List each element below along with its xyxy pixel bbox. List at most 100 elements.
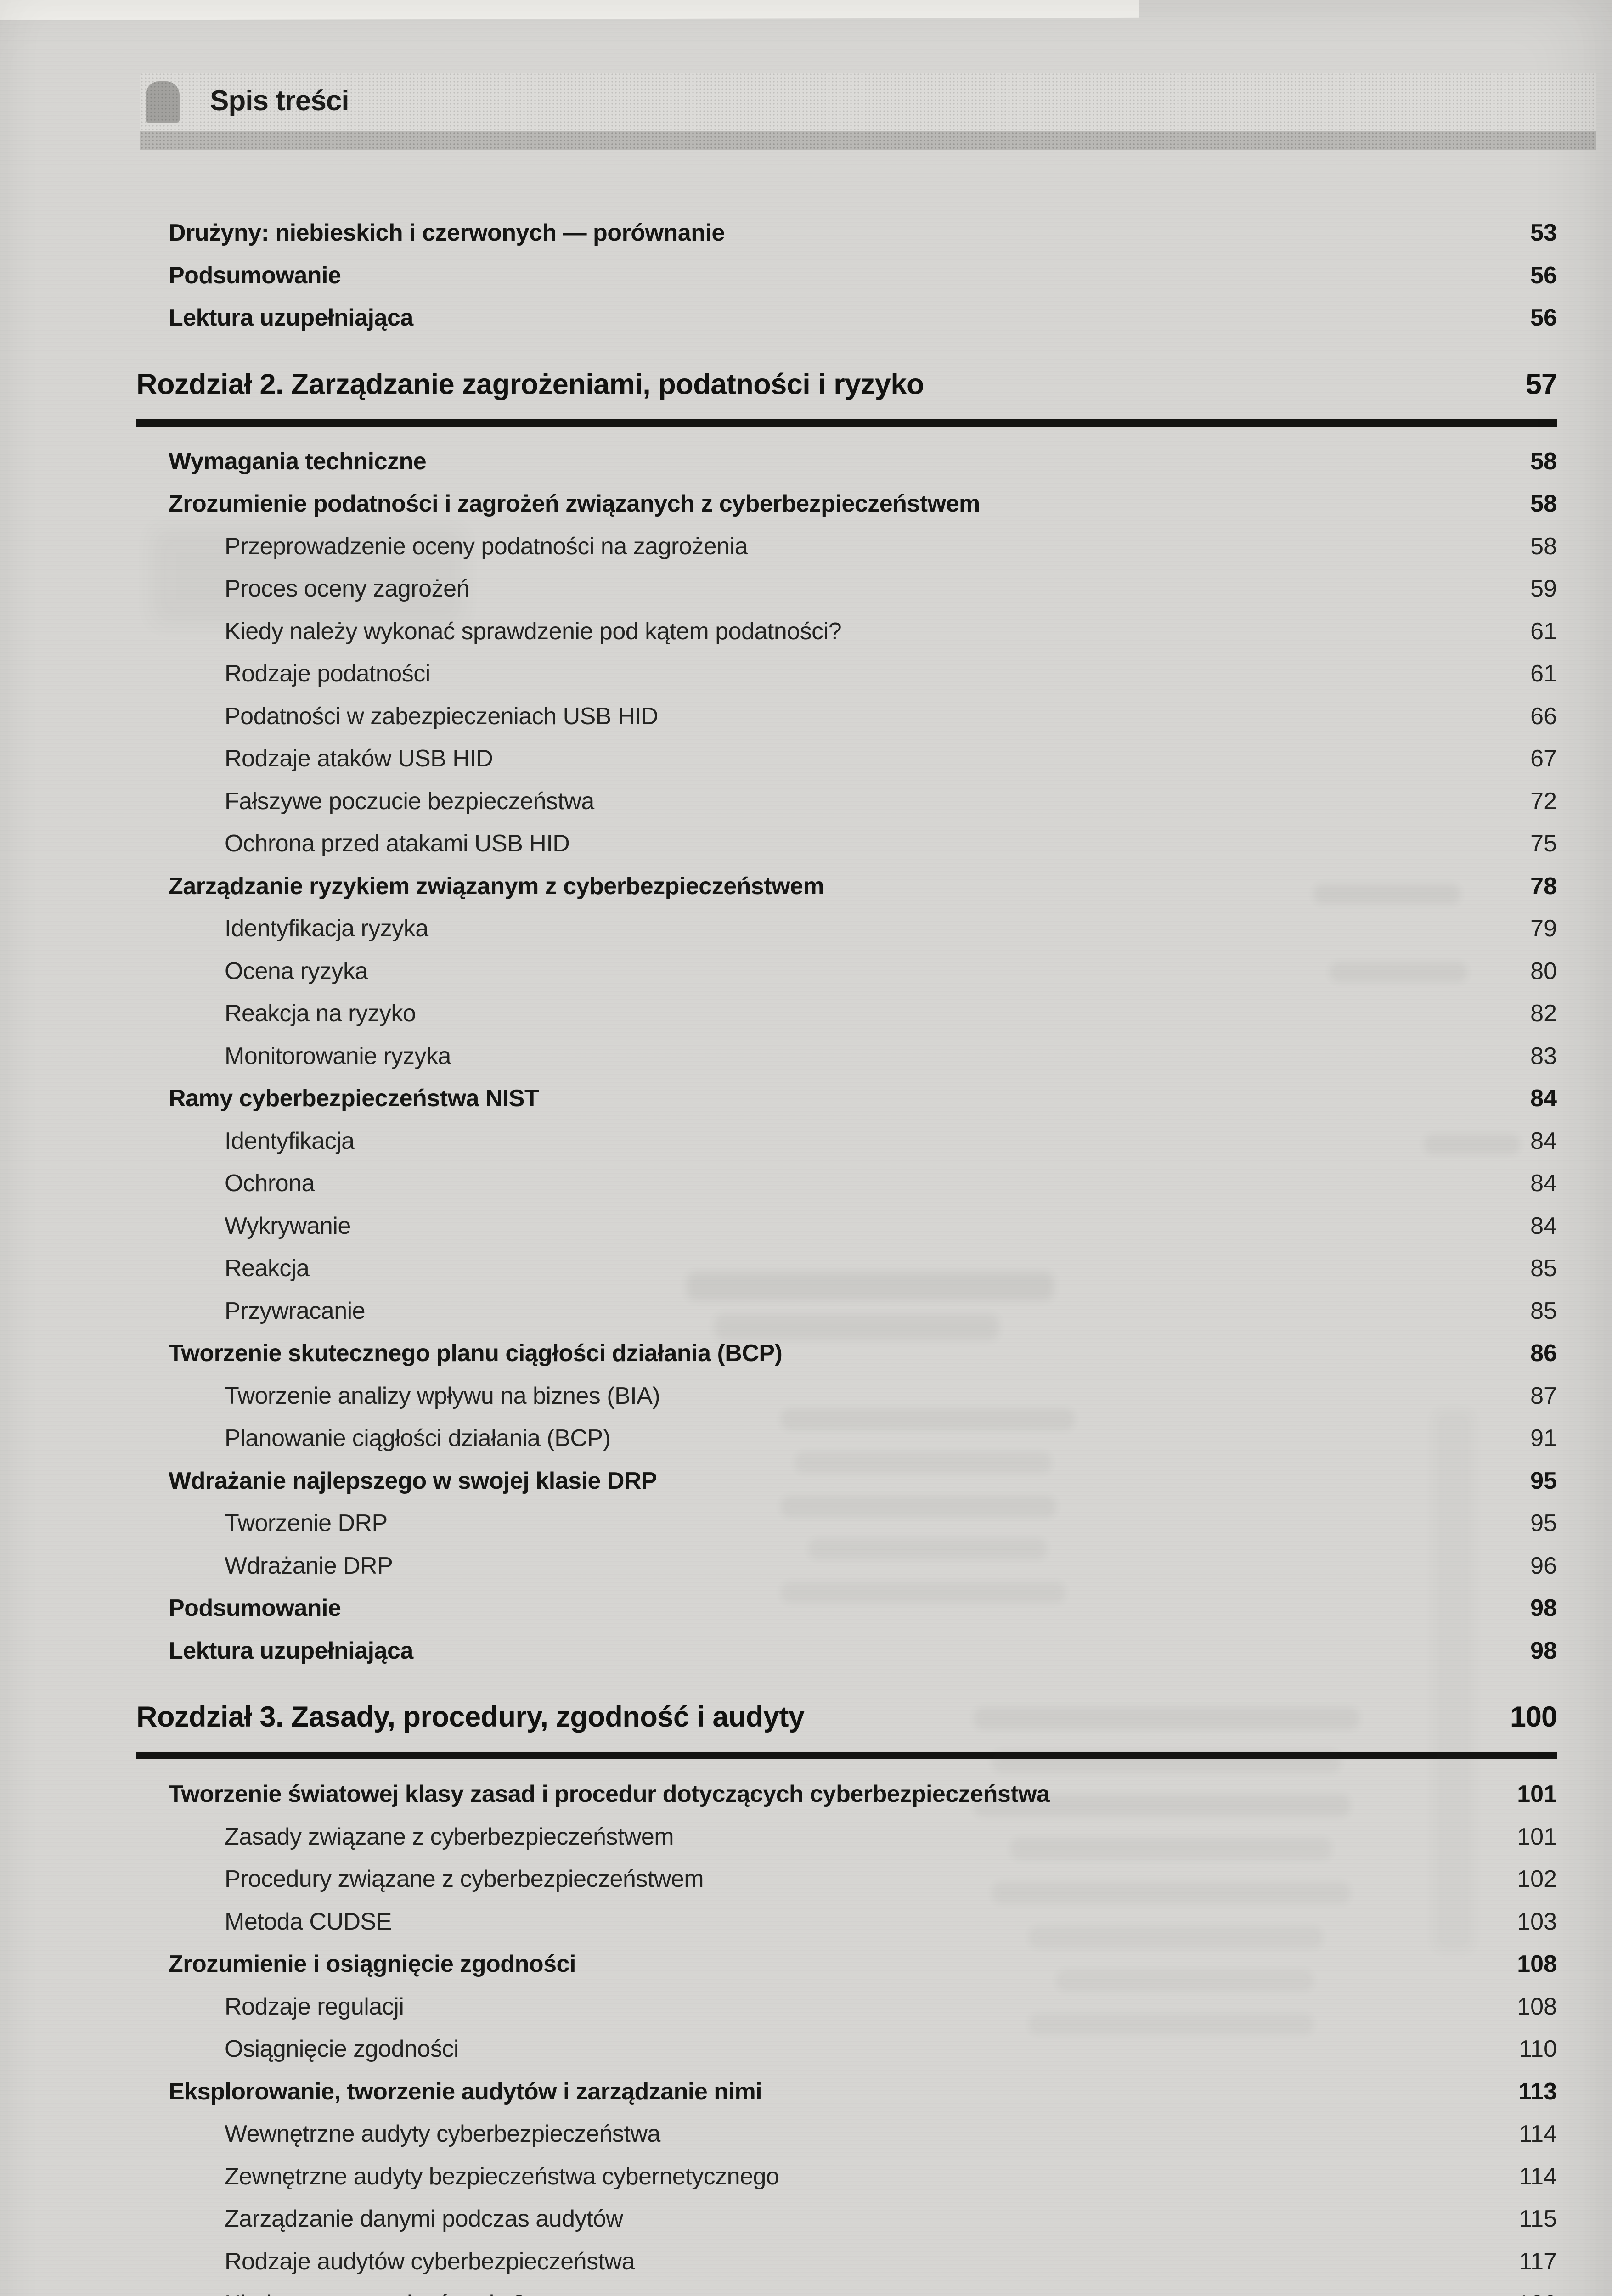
toc-entry-row: Wdrażanie DRP 96: [136, 1545, 1557, 1587]
scan-edge-artifact: [0, 0, 1139, 20]
toc-entry-page: 101: [1517, 1781, 1557, 1808]
toc-entry-row: Identyfikacja 84: [136, 1120, 1557, 1163]
toc-entry-page: 86: [1530, 1340, 1557, 1367]
toc-entry-page: 98: [1530, 1595, 1557, 1622]
toc-entry-row: Rodzaje podatności 61: [136, 653, 1557, 695]
toc-entry-row: Kiedy należy wykonać sprawdzenie pod kąt…: [136, 610, 1557, 653]
toc-entry-title: Wewnętrzne audyty cyberbezpieczeństwa: [225, 2121, 660, 2148]
toc-entry-row: Zarządzanie ryzykiem związanym z cyberbe…: [136, 865, 1557, 908]
toc-entry-title: Rodzaje regulacji: [225, 1993, 404, 2020]
toc-entry-title: Eksplorowanie, tworzenie audytów i zarzą…: [169, 2078, 762, 2105]
toc-entry-row: Reakcja 85: [136, 1247, 1557, 1290]
toc-list: Drużyny: niebieskich i czerwonych — poró…: [136, 212, 1557, 2296]
toc-entry-page: 85: [1530, 1255, 1557, 1282]
toc-entry-page: 58: [1530, 533, 1557, 560]
toc-entry-title: Rodzaje audytów cyberbezpieczeństwa: [225, 2248, 635, 2275]
toc-entry-page: 117: [1519, 2248, 1557, 2275]
toc-entry-row: Przywracanie 85: [136, 1290, 1557, 1333]
toc-entry-page: 114: [1519, 2121, 1557, 2148]
toc-entry-page: 84: [1530, 1170, 1557, 1197]
toc-entry-page: 84: [1530, 1085, 1557, 1112]
toc-entry-row: Zrozumienie podatności i zagrożeń związa…: [136, 483, 1557, 525]
toc-entry-title: Kiedy przeprowadzać audyt?: [136, 2290, 525, 2296]
toc-entry-page: 91: [1530, 1425, 1557, 1452]
toc-entry-title: Planowanie ciągłości działania (BCP): [225, 1425, 611, 1452]
toc-entry-row: Zrozumienie i osiągnięcie zgodności 108: [136, 1943, 1557, 1986]
toc-entry-row: Ochrona przed atakami USB HID 75: [136, 822, 1557, 865]
toc-entry-title: Zrozumienie podatności i zagrożeń związa…: [169, 490, 980, 518]
toc-entry-row: Fałszywe poczucie bezpieczeństwa 72: [136, 780, 1557, 823]
toc-entry-row: Zarządzanie danymi podczas audytów 115: [136, 2198, 1557, 2240]
toc-entry-row: Kiedy przeprowadzać audyt? 120: [136, 2283, 1557, 2296]
toc-entry-title: Tworzenie DRP: [225, 1510, 388, 1537]
toc-entry-page: 87: [1530, 1382, 1557, 1409]
toc-entry-row: Rodzaje ataków USB HID 67: [136, 737, 1557, 780]
toc-entry-title: Zarządzanie danymi podczas audytów: [225, 2206, 623, 2233]
toc-entry-page: 58: [1530, 490, 1557, 518]
toc-chapter-row: Rozdział 3. Zasady, procedury, zgodność …: [136, 1689, 1557, 1745]
toc-entry-row: Przeprowadzenie oceny podatności na zagr…: [136, 525, 1557, 568]
toc-entry-title: Wdrażanie DRP: [225, 1552, 393, 1579]
toc-entry-row: Tworzenie skutecznego planu ciągłości dz…: [136, 1332, 1557, 1375]
toc-entry-title: Zarządzanie ryzykiem związanym z cyberbe…: [169, 872, 824, 900]
toc-entry-row: Podsumowanie 56: [136, 254, 1557, 297]
toc-entry-page: 95: [1530, 1510, 1557, 1537]
chapter-rule: [136, 1752, 1557, 1759]
toc-entry-row: Planowanie ciągłości działania (BCP) 91: [136, 1417, 1557, 1460]
toc-entry-page: 56: [1530, 262, 1557, 289]
toc-entry-page: 96: [1530, 1552, 1557, 1579]
toc-entry-title: Drużyny: niebieskich i czerwonych — poró…: [169, 219, 725, 247]
header-bar: Spis treści: [140, 73, 1596, 131]
toc-entry-page: 61: [1530, 660, 1557, 687]
toc-entry-title: Identyfikacja: [225, 1127, 355, 1154]
toc-entry-page: 57: [1525, 368, 1557, 400]
toc-entry-title: Ocena ryzyka: [225, 957, 368, 985]
toc-entry-row: Tworzenie światowej klasy zasad i proced…: [136, 1773, 1557, 1816]
toc-entry-page: 115: [1519, 2206, 1557, 2233]
toc-entry-title: Lektura uzupełniająca: [169, 1637, 413, 1664]
toc-entry-page: 56: [1530, 304, 1557, 332]
toc-entry-title: Rodzaje ataków USB HID: [225, 745, 493, 772]
toc-entry-title: Zewnętrzne audyty bezpieczeństwa cyberne…: [225, 2163, 779, 2190]
page-title: Spis treści: [210, 84, 349, 117]
toc-entry-row: Monitorowanie ryzyka 83: [136, 1035, 1557, 1078]
toc-entry-title: Reakcja: [225, 1255, 310, 1282]
toc-entry-page: 108: [1517, 1993, 1557, 2020]
toc-entry-page: 61: [1530, 618, 1557, 645]
section-tab-icon: [146, 81, 180, 123]
toc-entry-page: 83: [1530, 1042, 1557, 1069]
toc-entry-title: Podatności w zabezpieczeniach USB HID: [225, 703, 658, 730]
toc-entry-row: Podsumowanie 98: [136, 1587, 1557, 1630]
toc-entry-title: Ochrona przed atakami USB HID: [225, 830, 570, 857]
toc-entry-title: Proces oceny zagrożeń: [225, 575, 469, 602]
toc-entry-title: Ochrona: [225, 1170, 315, 1197]
toc-entry-page: 78: [1530, 872, 1557, 900]
toc-entry-page: 79: [1530, 915, 1557, 942]
toc-entry-title: Podsumowanie: [169, 262, 341, 289]
toc-entry-page: 85: [1530, 1297, 1557, 1324]
toc-entry-page: 80: [1530, 957, 1557, 985]
toc-entry-title: Rozdział 3. Zasady, procedury, zgodność …: [136, 1701, 805, 1733]
toc-entry-row: Tworzenie analizy wpływu na biznes (BIA)…: [136, 1375, 1557, 1418]
toc-entry-page: 100: [1510, 1701, 1557, 1733]
toc-entry-title: Monitorowanie ryzyka: [225, 1042, 451, 1069]
toc-entry-row: Procedury związane z cyberbezpieczeństwe…: [136, 1858, 1557, 1901]
toc-entry-page: 95: [1530, 1467, 1557, 1494]
toc-entry-title: Podsumowanie: [169, 1595, 341, 1622]
toc-entry-row: Wdrażanie najlepszego w swojej klasie DR…: [136, 1460, 1557, 1503]
toc-entry-title: Rodzaje podatności: [225, 660, 430, 687]
toc-entry-page: 66: [1530, 703, 1557, 730]
toc-entry-title: Identyfikacja ryzyka: [225, 915, 428, 942]
toc-entry-title: Przywracanie: [225, 1297, 366, 1324]
toc-entry-row: Podatności w zabezpieczeniach USB HID 66: [136, 695, 1557, 738]
toc-chapter-row: Rozdział 2. Zarządzanie zagrożeniami, po…: [136, 357, 1557, 412]
toc-entry-row: Ocena ryzyka 80: [136, 950, 1557, 993]
toc-entry-page: 75: [1530, 830, 1557, 857]
toc-entry-page: 120: [1499, 2290, 1557, 2296]
toc-entry-page: 59: [1530, 575, 1557, 602]
toc-entry-page: 110: [1519, 2036, 1557, 2063]
toc-entry-title: Ramy cyberbezpieczeństwa NIST: [169, 1085, 539, 1112]
toc-entry-page: 58: [1530, 448, 1557, 475]
toc-entry-title: Tworzenie światowej klasy zasad i proced…: [169, 1781, 1050, 1808]
toc-entry-page: 114: [1519, 2163, 1557, 2190]
